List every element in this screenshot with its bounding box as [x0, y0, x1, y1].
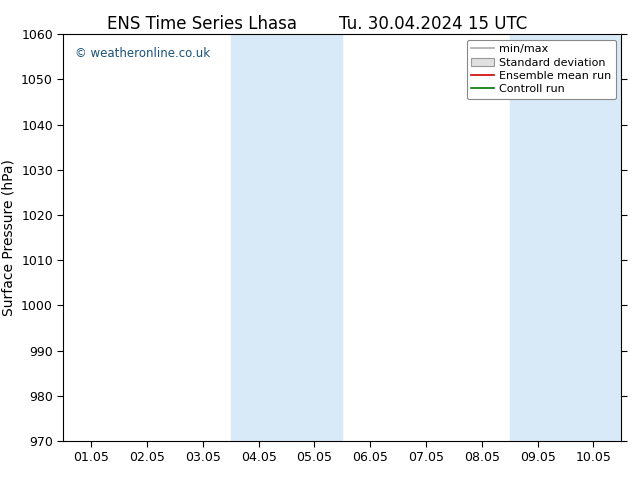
Bar	[510, 34, 621, 441]
Legend: min/max, Standard deviation, Ensemble mean run, Controll run: min/max, Standard deviation, Ensemble me…	[467, 40, 616, 99]
Y-axis label: Surface Pressure (hPa): Surface Pressure (hPa)	[1, 159, 16, 316]
Bar	[231, 34, 342, 441]
Text: ENS Time Series Lhasa        Tu. 30.04.2024 15 UTC: ENS Time Series Lhasa Tu. 30.04.2024 15 …	[107, 15, 527, 33]
Text: © weatheronline.co.uk: © weatheronline.co.uk	[75, 47, 210, 59]
